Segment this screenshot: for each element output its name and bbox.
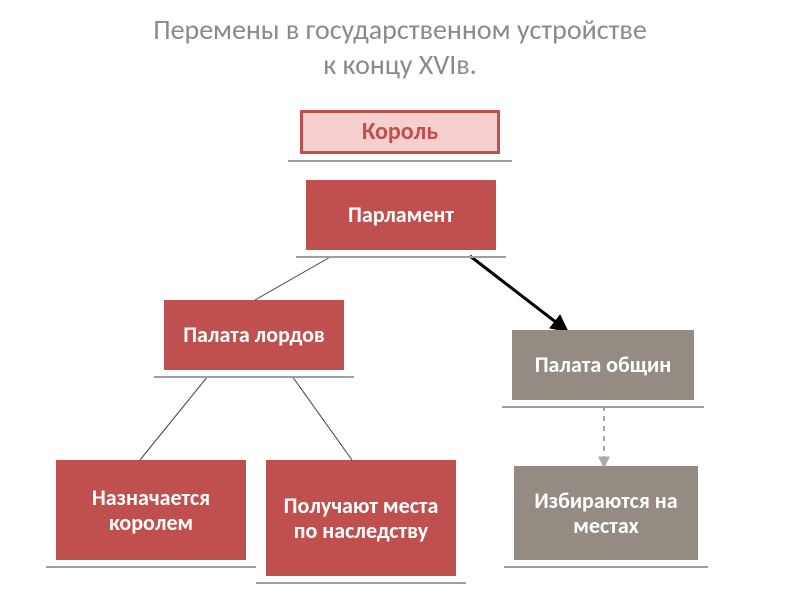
- node-parliament-label: Парламент: [348, 202, 454, 227]
- node-inherited: Получают места по наследству: [266, 460, 456, 576]
- node-lords: Палата лордов: [164, 300, 344, 370]
- node-inherited-label: Получают места по наследству: [272, 493, 450, 544]
- node-commons: Палата общин: [512, 330, 694, 400]
- node-commons-label: Палата общин: [535, 352, 672, 377]
- underline-elected: [504, 566, 708, 568]
- node-king-label: Король: [362, 118, 438, 146]
- node-appointed: Назначается королем: [56, 460, 246, 560]
- underline-parliament: [296, 256, 506, 258]
- underline-inherited: [256, 582, 466, 584]
- underline-appointed: [46, 566, 256, 568]
- node-king: Король: [300, 110, 500, 154]
- underline-commons: [502, 406, 704, 408]
- underline-king: [288, 160, 512, 162]
- node-parliament: Парламент: [306, 180, 496, 250]
- node-elected-label: Избираются на местах: [520, 488, 692, 539]
- underline-lords: [154, 376, 354, 378]
- node-appointed-label: Назначается королем: [62, 485, 240, 536]
- diagram-canvas: Король Парламент Палата лордов Палата об…: [0, 0, 800, 600]
- node-lords-label: Палата лордов: [183, 322, 325, 347]
- node-elected: Избираются на местах: [514, 466, 698, 560]
